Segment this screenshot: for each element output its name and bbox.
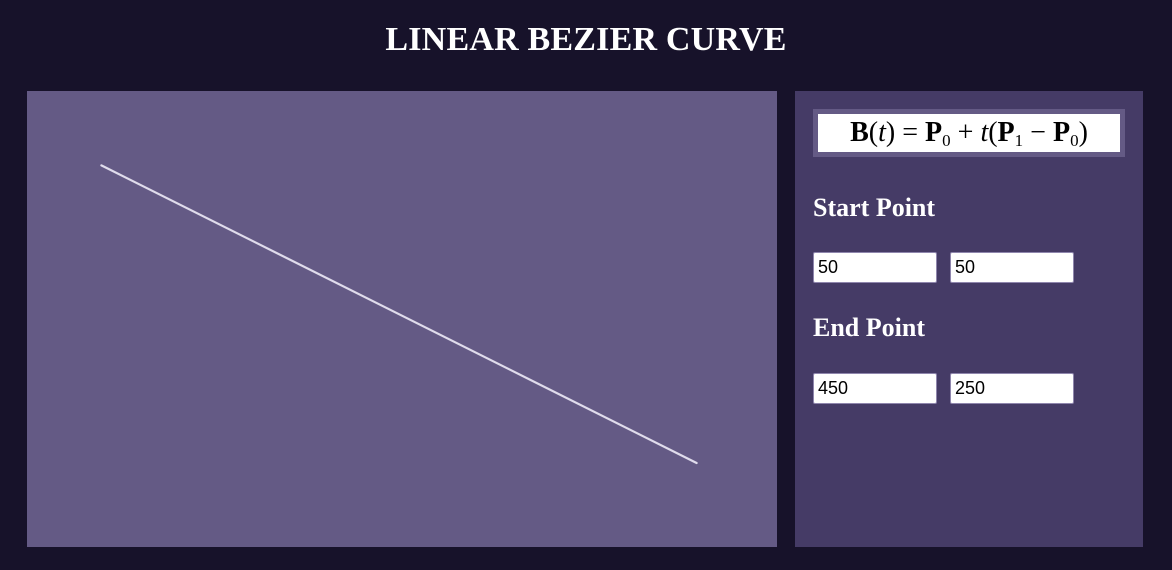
end-x-input[interactable]: [813, 373, 937, 404]
formula-close-paren: ): [1078, 117, 1088, 148]
curve-drawing: [100, 164, 698, 465]
formula-p1: P: [997, 117, 1015, 148]
start-x-input[interactable]: [813, 252, 937, 283]
formula-t-factor: t: [980, 117, 989, 148]
formula-p0-subscript: 0: [942, 131, 951, 150]
bezier-formula: B(t) = P0 + t(P1 − P0): [818, 114, 1120, 152]
bezier-line: [100, 164, 698, 465]
end-y-input[interactable]: [950, 373, 1074, 404]
bezier-canvas[interactable]: [27, 91, 777, 547]
page-title: LINEAR BEZIER CURVE: [385, 21, 787, 58]
formula-plus: +: [950, 117, 981, 148]
formula-open-paren: (: [988, 117, 998, 148]
formula-t: t: [878, 117, 886, 148]
formula-p0-second-subscript: 0: [1070, 131, 1079, 150]
formula-minus: −: [1023, 117, 1053, 148]
start-y-input[interactable]: [950, 252, 1074, 283]
formula-b: B: [850, 117, 869, 148]
formula-equals: =: [895, 117, 926, 148]
formula-p1-subscript: 1: [1014, 131, 1024, 150]
control-panel: B(t) = P0 + t(P1 − P0) Start Point End P…: [795, 91, 1143, 547]
formula-paren-close: ): [885, 117, 896, 148]
end-point-label: End Point: [813, 313, 925, 342]
formula-p0: P: [925, 117, 943, 148]
start-point-label: Start Point: [813, 193, 936, 222]
formula-box: B(t) = P0 + t(P1 − P0): [813, 109, 1125, 157]
formula-paren-open: (: [868, 117, 879, 148]
formula-p0-second: P: [1052, 117, 1071, 148]
